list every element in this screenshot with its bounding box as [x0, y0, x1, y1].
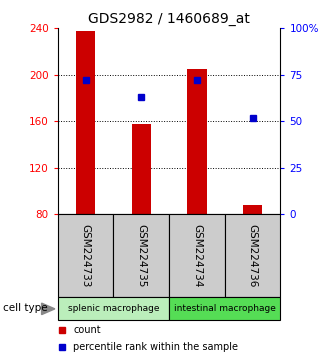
- Text: intestinal macrophage: intestinal macrophage: [174, 304, 276, 313]
- Bar: [187, 69, 207, 214]
- Text: splenic macrophage: splenic macrophage: [68, 304, 159, 313]
- Text: count: count: [73, 325, 101, 335]
- Polygon shape: [42, 303, 55, 315]
- Title: GDS2982 / 1460689_at: GDS2982 / 1460689_at: [88, 12, 250, 26]
- Bar: [58, 214, 114, 297]
- Bar: [225, 214, 280, 297]
- Text: cell type: cell type: [3, 303, 48, 313]
- Bar: [169, 214, 225, 297]
- Bar: [132, 124, 151, 214]
- Bar: [58, 297, 169, 320]
- Bar: [243, 205, 262, 214]
- Text: GSM224736: GSM224736: [248, 224, 258, 287]
- Text: percentile rank within the sample: percentile rank within the sample: [73, 342, 238, 352]
- Text: GSM224734: GSM224734: [192, 224, 202, 287]
- Text: GSM224735: GSM224735: [136, 224, 146, 287]
- Bar: [114, 214, 169, 297]
- Bar: [76, 31, 95, 214]
- Text: GSM224733: GSM224733: [81, 224, 91, 287]
- Bar: [169, 297, 280, 320]
